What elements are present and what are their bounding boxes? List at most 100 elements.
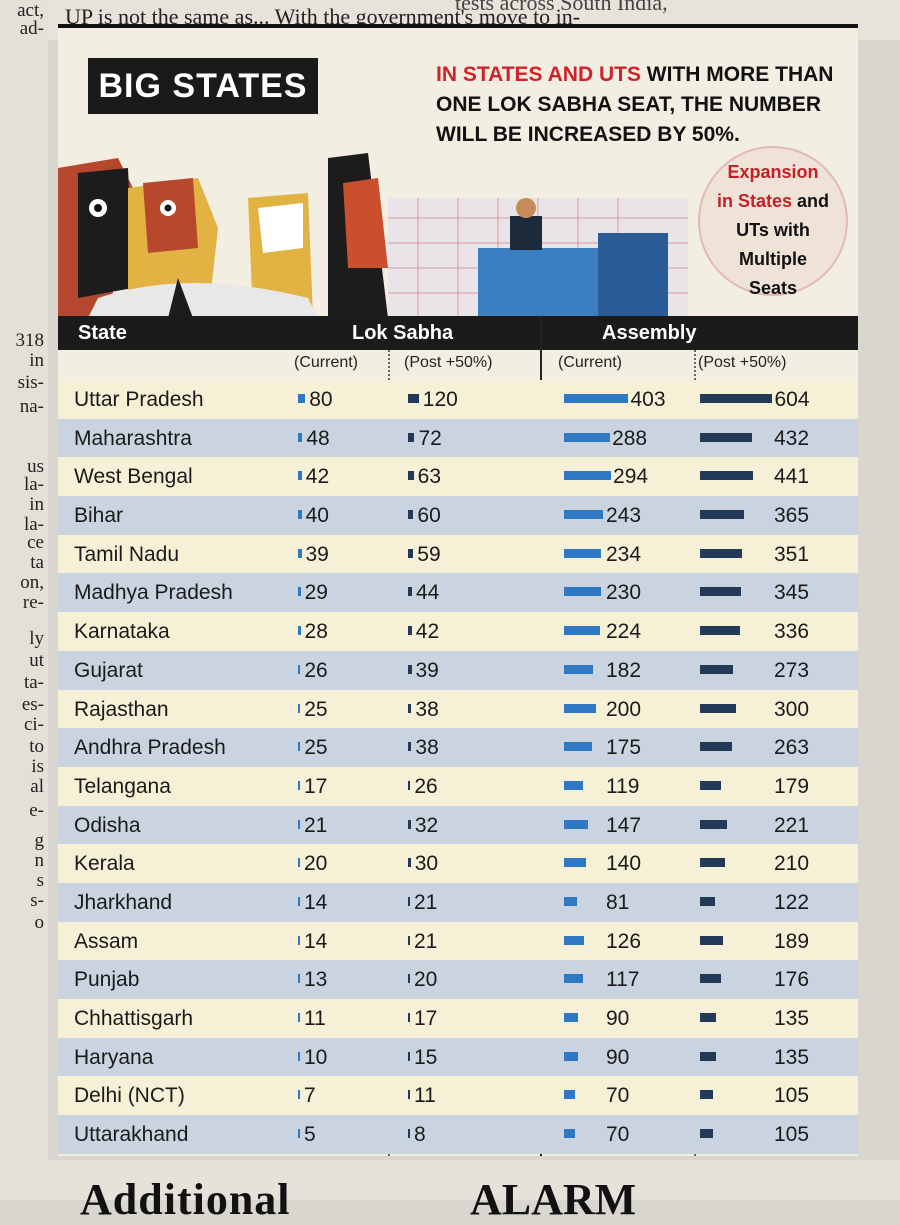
ls-post-bar — [408, 626, 412, 636]
state-name: West Bengal — [74, 465, 193, 489]
assembly-post-bar — [700, 935, 723, 945]
ls-post-value: 17 — [414, 1007, 438, 1030]
ls-post-value: 44 — [415, 581, 440, 605]
ls-post-value: 8 — [414, 1123, 426, 1147]
ls-current-value: 80 — [309, 388, 333, 411]
assembly-post-value: 263 — [774, 736, 810, 760]
ls-current-bar — [298, 974, 300, 984]
assembly-current-value: 200 — [606, 697, 642, 721]
left-column-fragment: to — [29, 736, 44, 757]
header-state: State — [78, 322, 127, 344]
sub-ls-current: (Current) — [294, 354, 359, 371]
infographic-panel: BIG STATES IN STATES AND UTS WITH MORE T… — [58, 24, 858, 1156]
ls-current-bar — [298, 510, 302, 520]
assembly-current-bar — [564, 935, 585, 945]
assembly-post-bar — [700, 394, 773, 403]
state-name: Maharashtra — [74, 426, 192, 450]
assembly-post-bar — [700, 1051, 717, 1061]
ls-post-value: 32 — [414, 813, 439, 837]
assembly-post-value: 273 — [774, 658, 810, 682]
assembly-post-bar — [700, 703, 736, 713]
ls-post-value: 20 — [414, 968, 438, 992]
table-row: Odisha 21 32 147 221 — [58, 805, 858, 845]
assembly-post-value: 300 — [774, 697, 810, 721]
assembly-current-value: 81 — [606, 890, 630, 914]
assembly-post-value: 351 — [774, 542, 810, 566]
left-column-fragment: act, — [17, 0, 44, 21]
assembly-post-value: 210 — [774, 852, 810, 876]
table-row: Gujarat 26 39 182 273 — [58, 650, 858, 690]
ls-post-value: 38 — [415, 736, 439, 760]
ls-post-value: 15 — [414, 1045, 438, 1069]
adjacent-article-bottom: Additional ALARM — [0, 1160, 900, 1224]
table-row: Delhi (NCT) 7 11 70 105 — [58, 1076, 858, 1116]
ls-post-bar — [408, 394, 419, 403]
ls-post-bar — [408, 1129, 410, 1139]
ls-current-bar — [298, 1013, 300, 1022]
assembly-current-bar — [564, 819, 588, 829]
table-row: Assam 14 21 126 189 — [58, 921, 858, 961]
table-row: Andhra Pradesh 25 38 175 263 — [58, 728, 858, 767]
assembly-current-value: 126 — [606, 929, 642, 953]
left-column-fragment: la- — [23, 474, 44, 495]
sub-ls-post: (Post +50%) — [404, 354, 493, 371]
assembly-current-bar — [564, 664, 594, 674]
left-column-fragment: ci- — [23, 714, 44, 735]
ls-post-value: 11 — [414, 1084, 436, 1108]
ls-current-value: 39 — [305, 542, 329, 566]
ls-post-bar — [408, 548, 414, 558]
ls-current-bar — [298, 1090, 300, 1100]
assembly-current-bar — [564, 1013, 579, 1022]
left-column-fragment: ce — [27, 532, 44, 553]
ls-post-bar — [408, 896, 410, 906]
state-name: Chhattisgarh — [74, 1007, 194, 1030]
state-name: Madhya Pradesh — [74, 581, 233, 605]
assembly-current-value: 294 — [613, 465, 649, 489]
assembly-post-value: 105 — [774, 1084, 810, 1108]
assembly-current-bar — [564, 548, 602, 558]
ls-post-value: 72 — [418, 426, 442, 450]
left-column-fragment: n — [34, 850, 45, 871]
table-row: Chhattisgarh 11 17 90 135 — [58, 999, 858, 1038]
assembly-post-value: 336 — [774, 620, 810, 644]
header-assembly: Assembly — [602, 322, 697, 344]
ls-current-value: 14 — [304, 890, 328, 914]
table-row: Tamil Nadu 39 59 234 351 — [58, 534, 858, 574]
left-column-fragment: la- — [23, 514, 44, 535]
assembly-post-bar — [700, 780, 722, 790]
ls-current-value: 42 — [305, 465, 330, 489]
ls-post-bar — [408, 935, 410, 945]
table-subheader: (Current) (Post +50%) (Current) (Post +5… — [58, 350, 858, 380]
assembly-current-bar — [564, 587, 601, 597]
adjacent-column-left: act, ad- 318 in sis-na-us la-in la-ce ta on, re-l… — [0, 0, 48, 1160]
assembly-post-value: 105 — [774, 1123, 810, 1147]
assembly-current-value: 243 — [606, 504, 642, 528]
data-table: Uttar Pradesh 80 120 403 604 Maharashtra 48 72 2… — [58, 380, 858, 1154]
assembly-current-bar — [564, 432, 611, 442]
assembly-current-value: 175 — [606, 736, 642, 760]
state-name: Delhi (NCT) — [74, 1084, 185, 1108]
left-column-fragment: in — [29, 494, 44, 515]
assembly-post-bar — [700, 664, 733, 674]
ls-current-bar — [298, 1129, 300, 1139]
ls-post-bar — [408, 974, 410, 984]
sub-as-current: (Current) — [558, 354, 623, 371]
state-name: Tamil Nadu — [74, 542, 180, 566]
ls-post-bar — [408, 510, 414, 520]
ls-post-value: 39 — [415, 658, 439, 682]
badge-text-1: and — [797, 191, 830, 211]
assembly-current-value: 230 — [606, 581, 642, 605]
badge-red-2: in States — [716, 191, 792, 211]
ls-post-bar — [408, 1090, 410, 1100]
table-header: State Lok Sabha Assembly — [58, 316, 858, 350]
state-name: Karnataka — [74, 620, 170, 644]
state-name: Andhra Pradesh — [74, 736, 226, 760]
assembly-current-bar — [564, 471, 612, 481]
ls-current-value: 17 — [304, 774, 328, 798]
left-column-fragment: ta — [30, 552, 44, 573]
state-name: Telangana — [74, 774, 171, 798]
assembly-current-value: 90 — [606, 1007, 630, 1030]
state-name: Uttar Pradesh — [74, 388, 204, 411]
assembly-post-bar — [700, 587, 742, 597]
ls-post-value: 59 — [417, 542, 441, 566]
